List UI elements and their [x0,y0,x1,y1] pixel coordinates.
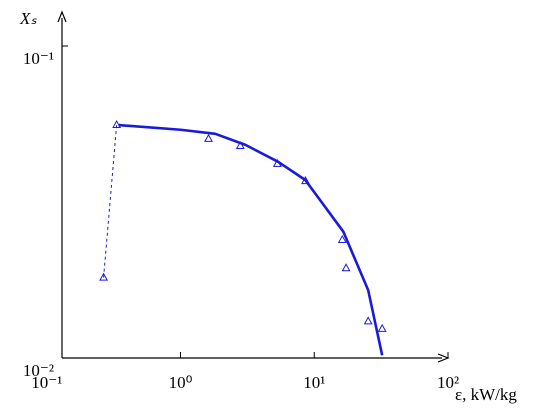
x-tick-label: 10¹ [303,373,325,392]
marker [377,323,387,332]
x-tick-label: 10⁰ [169,373,193,392]
marker [337,234,347,243]
y-tick-label: 10⁻¹ [23,49,54,68]
marker [99,272,109,281]
series-line [103,125,118,278]
y-tick-label: 10⁻² [23,361,54,380]
x-tick-label: 10⁻¹ [31,373,62,392]
x-axis-label: ε, kW/kg [455,385,517,404]
marker [301,176,310,185]
marker [235,140,245,150]
y-axis-label: Xₛ [19,9,37,28]
x-tick-label: 10² [437,373,459,392]
marker [204,133,213,142]
series-line [118,123,384,356]
marker [112,120,122,129]
y-axis-arrow [57,10,67,23]
marker [272,158,282,167]
marker [363,316,373,325]
marker [341,263,351,272]
